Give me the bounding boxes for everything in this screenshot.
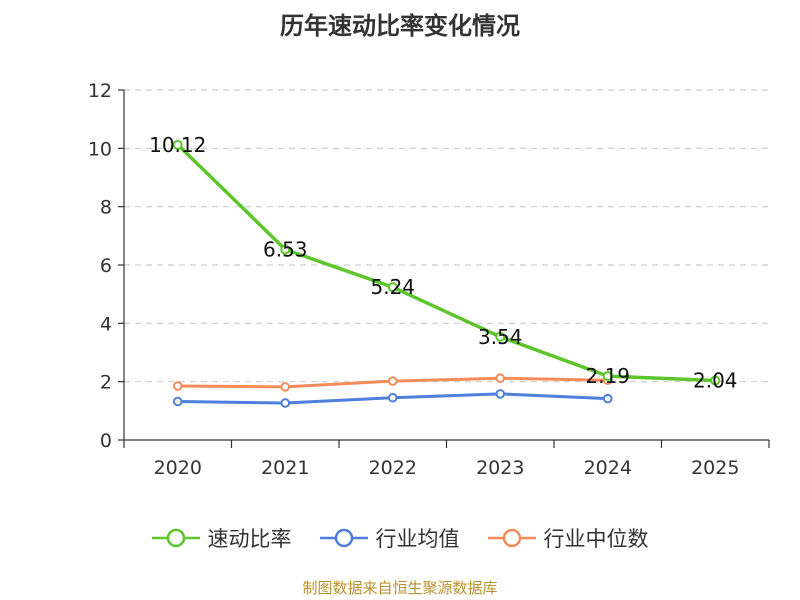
source-footnote: 制图数据来自恒生聚源数据库 — [302, 579, 498, 597]
data-label: 2.04 — [693, 369, 738, 393]
data-label: 3.54 — [478, 325, 523, 349]
legend-item-industry-avg[interactable]: 行业均值 — [319, 523, 460, 553]
legend: 速动比率 行业均值 行业中位数 — [0, 520, 800, 556]
data-point — [602, 371, 613, 382]
data-point — [387, 392, 398, 403]
data-point — [280, 244, 291, 255]
legend-line-circle-icon — [151, 528, 200, 548]
y-tick-label: 2 — [100, 372, 112, 394]
data-point — [495, 389, 506, 399]
x-tick-label: 2025 — [691, 457, 739, 479]
x-tick-label: 2023 — [476, 457, 524, 479]
data-label: 6.53 — [263, 238, 308, 262]
data-label: 2.19 — [585, 364, 630, 388]
data-point — [280, 382, 291, 392]
legend-label-quick-ratio: 速动比率 — [207, 527, 292, 551]
data-point — [387, 376, 398, 386]
data-point — [172, 139, 183, 150]
legend-label-industry-median: 行业中位数 — [543, 527, 649, 551]
x-tick-label: 2020 — [154, 457, 202, 479]
axes: 0 2 4 6 8 10 12 2020 2021 2022 2023 2024 2025 — [88, 80, 770, 479]
data-point — [172, 381, 183, 391]
gridlines — [124, 89, 769, 383]
y-tick-label: 6 — [100, 255, 112, 277]
y-tick-label: 10 — [88, 138, 112, 160]
y-tick-label: 0 — [100, 430, 112, 452]
data-point — [710, 375, 721, 386]
data-label: 10.12 — [149, 133, 206, 157]
chart-title: 历年速动比率变化情况 — [280, 12, 520, 40]
legend-item-industry-median[interactable]: 行业中位数 — [487, 523, 649, 553]
y-tick-label: 8 — [100, 197, 112, 219]
data-point — [172, 396, 183, 407]
legend-line-circle-icon — [487, 528, 536, 548]
data-point — [602, 393, 613, 404]
x-tick-label: 2024 — [584, 457, 632, 479]
series-lines — [172, 139, 721, 408]
data-point — [280, 398, 291, 408]
legend-item-quick-ratio[interactable]: 速动比率 — [151, 523, 292, 553]
data-point — [387, 282, 398, 293]
x-tick-label: 2021 — [261, 457, 309, 479]
legend-line-circle-icon — [319, 528, 368, 548]
data-labels: 10.12 6.53 5.24 3.54 2.19 2.04 — [149, 133, 737, 393]
series-line — [176, 143, 716, 383]
data-point — [495, 331, 506, 342]
y-tick-label: 4 — [100, 313, 112, 335]
legend-label-industry-avg: 行业均值 — [375, 527, 460, 551]
y-tick-label: 12 — [88, 80, 112, 102]
x-tick-label: 2022 — [369, 457, 417, 479]
data-label: 5.24 — [370, 275, 415, 299]
data-point — [495, 373, 506, 383]
